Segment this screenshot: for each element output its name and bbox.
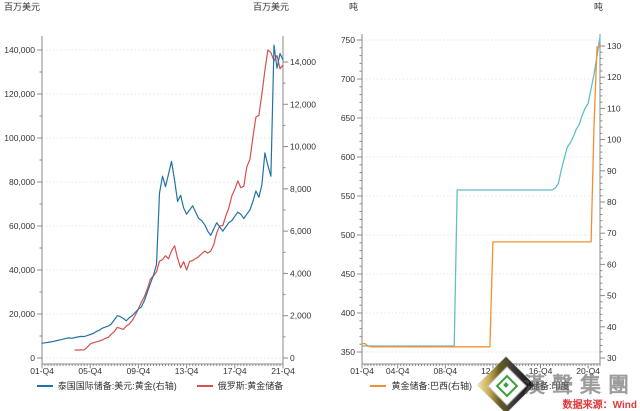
svg-text:2,000: 2,000 [290, 311, 312, 321]
gridlines [362, 39, 600, 353]
svg-text:0: 0 [290, 353, 295, 363]
svg-text:550: 550 [341, 191, 355, 201]
thailand-line-swatch-icon [36, 384, 53, 387]
series-line-0 [41, 44, 284, 344]
svg-text:20,000: 20,000 [9, 309, 35, 319]
svg-text:6,000: 6,000 [290, 226, 312, 236]
svg-text:08-Q4: 08-Q4 [433, 366, 457, 376]
watermark-brand-text: 漢聲集團 [524, 374, 636, 397]
svg-text:40,000: 40,000 [9, 265, 35, 275]
svg-text:30: 30 [607, 353, 617, 363]
svg-text:05-Q4: 05-Q4 [78, 366, 102, 376]
svg-text:01-Q4: 01-Q4 [30, 366, 54, 376]
series-lines [41, 44, 284, 351]
left-chart-legend: 泰国国际储备:美元:黄金(右轴) 俄罗斯:黄金储备 [0, 379, 320, 392]
svg-text:21-Q4: 21-Q4 [271, 366, 295, 376]
svg-text:8,000: 8,000 [290, 184, 312, 194]
series-line-1 [74, 49, 284, 351]
svg-text:0: 0 [30, 353, 35, 363]
svg-text:4,000: 4,000 [290, 268, 312, 278]
svg-text:750: 750 [341, 35, 355, 45]
svg-text:10,000: 10,000 [290, 142, 316, 152]
axis-tick-labels: 0 20,000 40,000 60,000 80,000 100,000 120,000 1… [4, 45, 316, 376]
svg-text:110: 110 [607, 103, 621, 113]
svg-text:90: 90 [607, 166, 617, 176]
svg-text:120,000: 120,000 [4, 89, 35, 99]
legend-label-brazil: 黄金储备:巴西(右轴) [391, 381, 472, 391]
left-chart-left-axis-unit: 百万美元 [3, 2, 40, 12]
axis-ticks [37, 49, 288, 369]
series-line-1 [361, 36, 601, 347]
svg-text:100: 100 [607, 135, 621, 145]
svg-text:450: 450 [341, 269, 355, 279]
svg-text:40: 40 [607, 322, 617, 332]
svg-text:09-Q4: 09-Q4 [127, 366, 151, 376]
legend-item-thailand: 泰国国际储备:美元:黄金(右轴) [36, 379, 177, 392]
svg-text:80: 80 [607, 197, 617, 207]
legend-item-brazil: 黄金储备:巴西(右轴) [370, 379, 472, 392]
svg-text:70: 70 [607, 228, 617, 238]
right-chart-right-axis-unit: 吨 [594, 2, 604, 12]
data-source-credit: 数据来源：Wind [562, 400, 637, 411]
left-chart-right-axis-unit: 百万美元 [252, 2, 289, 12]
svg-text:13-Q4: 13-Q4 [175, 366, 199, 376]
series-lines [361, 36, 601, 348]
svg-text:04-Q4: 04-Q4 [386, 366, 410, 376]
svg-text:100,000: 100,000 [4, 133, 35, 143]
gridlines [42, 49, 283, 359]
svg-text:120: 120 [607, 72, 621, 82]
axes [41, 36, 284, 365]
svg-text:130: 130 [607, 41, 621, 51]
legend-label-thailand: 泰国国际储备:美元:黄金(右轴) [57, 381, 177, 391]
legend-label-russia: 俄罗斯:黄金储备 [217, 381, 284, 391]
svg-text:60: 60 [607, 259, 617, 269]
axes [361, 34, 601, 365]
svg-text:14,000: 14,000 [290, 57, 316, 67]
svg-text:400: 400 [341, 308, 355, 318]
russia-line-swatch-icon [196, 384, 213, 387]
axis-tick-labels: 350 400 450 500 550 600 650 700 750 30 40 50 60 70 80 9… [341, 35, 622, 376]
right-chart-left-axis-unit: 吨 [348, 2, 358, 12]
legend-label-india: 黄金储备:印度 [512, 381, 570, 391]
svg-text:17-Q4: 17-Q4 [223, 366, 247, 376]
series-line-0 [361, 46, 601, 348]
svg-text:50: 50 [607, 291, 617, 301]
brazil-line-swatch-icon [370, 384, 387, 387]
svg-text:12,000: 12,000 [290, 99, 316, 109]
svg-text:80,000: 80,000 [9, 177, 35, 187]
svg-text:20-Q4: 20-Q4 [576, 366, 600, 376]
axis-ticks [357, 39, 605, 369]
svg-text:650: 650 [341, 113, 355, 123]
svg-text:16-Q4: 16-Q4 [529, 366, 553, 376]
svg-text:600: 600 [341, 152, 355, 162]
legend-item-russia: 俄罗斯:黄金储备 [196, 379, 284, 392]
svg-text:60,000: 60,000 [9, 221, 35, 231]
svg-text:140,000: 140,000 [4, 45, 35, 55]
svg-text:700: 700 [341, 74, 355, 84]
svg-text:01-Q4: 01-Q4 [350, 366, 374, 376]
svg-text:500: 500 [341, 230, 355, 240]
svg-text:350: 350 [341, 347, 355, 357]
